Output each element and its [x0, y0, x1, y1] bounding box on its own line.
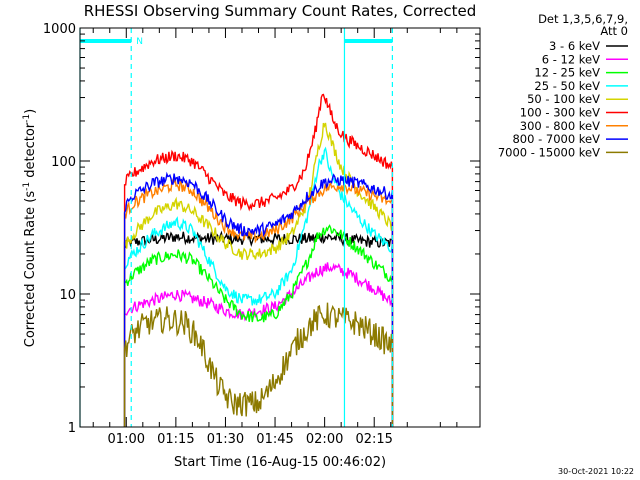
- legend-label-800-7000-kev: 800 - 7000 keV: [512, 132, 600, 146]
- plot-area: N 01:00 01:15 01:30 01:45 02:00 02:15 1 10 100 10…: [43, 22, 481, 447]
- y-tick-label-1000: 1000: [43, 22, 76, 37]
- y-tick-label-10: 10: [59, 288, 76, 303]
- night-label: N: [136, 37, 143, 47]
- night-bar-0: [80, 39, 132, 43]
- x-tick-label-02:15: 02:15: [355, 432, 392, 447]
- y-axis-label-end: ): [23, 109, 38, 114]
- legend-label-6-12-kev: 6 - 12 keV: [542, 52, 600, 66]
- series-line-6-12-kev: [123, 262, 394, 427]
- night-bar-1: [344, 39, 393, 43]
- y-tick-label-1: 1: [68, 421, 76, 436]
- series-line-800-7000-kev: [123, 171, 394, 427]
- legend-header-2: Att 0: [600, 24, 628, 38]
- y-axis-label-main: Corrected Count Rate (s: [23, 191, 38, 348]
- series-line-25-50-kev: [123, 146, 394, 427]
- series-layer: [123, 93, 394, 427]
- legend-label-100-300-kev: 100 - 300 keV: [520, 106, 600, 120]
- legend-label-300-800-kev: 300 - 800 keV: [520, 119, 600, 133]
- series-line-12-25-kev: [123, 224, 394, 427]
- y-tick-label-100: 100: [51, 155, 76, 170]
- legend-header-1: Det 1,3,5,6,7,9,: [538, 12, 628, 26]
- axis-ticks: 01:00 01:15 01:30 01:45 02:00 02:15 1 10 100 1000: [43, 22, 480, 447]
- legend-label-12-25-kev: 12 - 25 keV: [534, 66, 600, 80]
- legend-label-50-100-kev: 50 - 100 keV: [527, 92, 600, 106]
- series-line-300-800-kev: [123, 178, 394, 427]
- x-tick-label-01:00: 01:00: [108, 432, 145, 447]
- legend-label-3-6-kev: 3 - 6 keV: [549, 39, 600, 53]
- x-axis-label: Start Time (16-Aug-15 00:46:02): [174, 455, 386, 470]
- x-tick-label-01:30: 01:30: [207, 432, 244, 447]
- plot-frame: [79, 27, 481, 428]
- legend-label-25-50-kev: 25 - 50 keV: [534, 79, 600, 93]
- y-axis-label: Corrected Count Rate (s-1 detector-1): [22, 109, 38, 347]
- legend-label-7000-15000-kev: 7000 - 15000 keV: [498, 145, 600, 159]
- x-tick-label-01:45: 01:45: [256, 432, 293, 447]
- series-line-100-300-kev: [123, 93, 394, 427]
- y-axis-label-sup2: -1: [22, 114, 32, 123]
- series-line-3-6-kev: [123, 230, 394, 427]
- x-tick-label-01:15: 01:15: [157, 432, 194, 447]
- x-tick-label-02:00: 02:00: [306, 432, 343, 447]
- generated-timestamp: 30-Oct-2021 10:22: [558, 467, 634, 476]
- chart-title: RHESSI Observing Summary Count Rates, Co…: [84, 2, 477, 20]
- y-axis-label-sup1: -1: [22, 182, 32, 191]
- series-line-7000-15000-kev: [123, 302, 394, 427]
- y-axis-label-mid: detector: [23, 122, 38, 182]
